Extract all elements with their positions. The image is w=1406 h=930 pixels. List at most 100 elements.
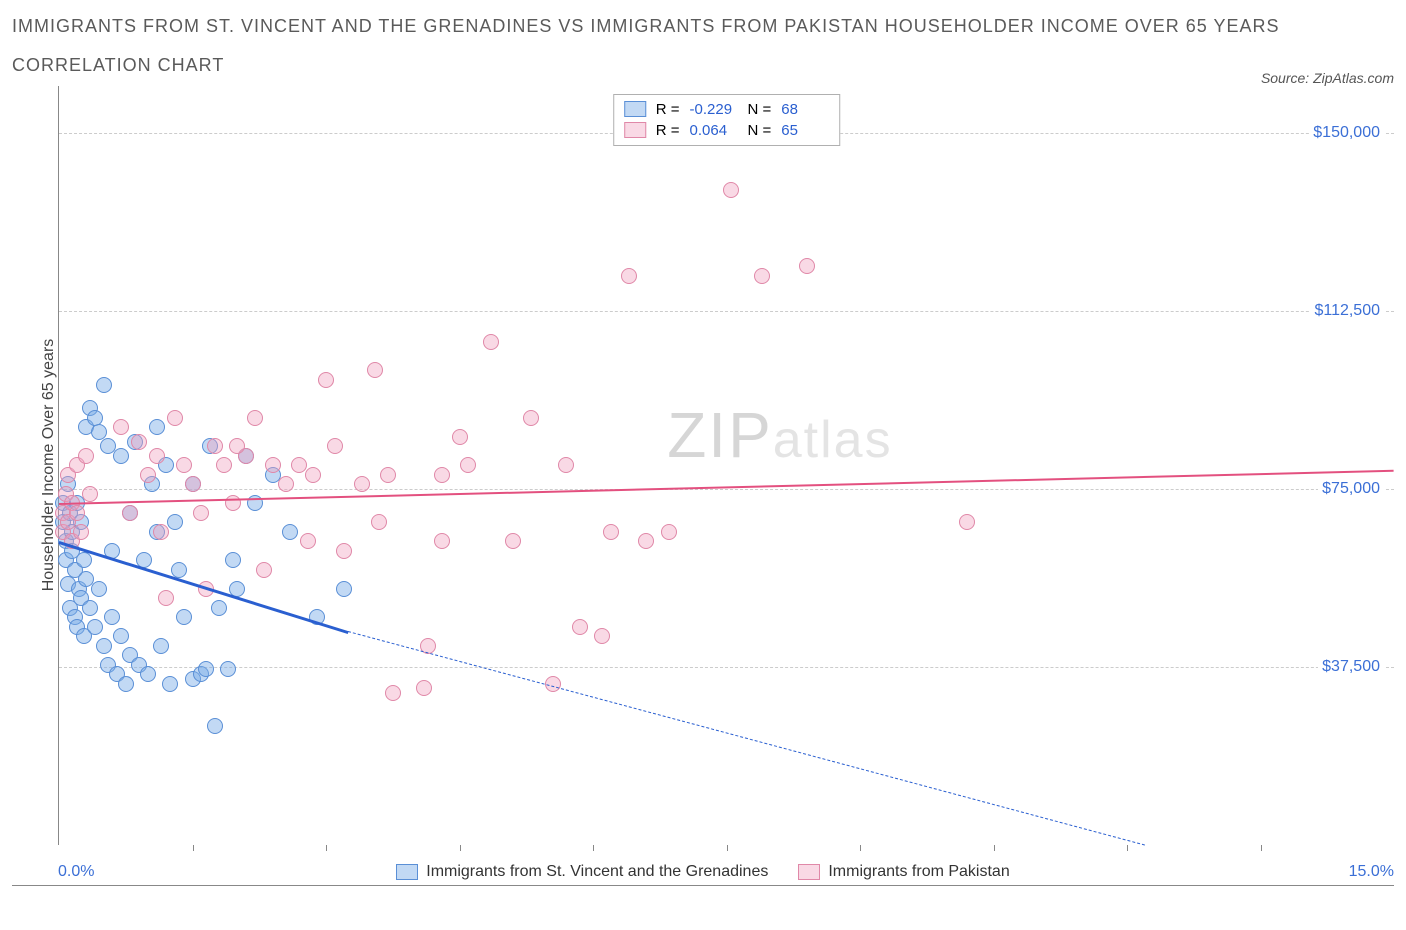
y-axis-label: Householder Income Over 65 years [40,339,58,592]
legend-bottom-label-1: Immigrants from St. Vincent and the Gren… [426,863,768,881]
legend-bottom-label-2: Immigrants from Pakistan [828,863,1009,881]
data-point [140,666,156,682]
data-point [78,448,94,464]
data-point [76,552,92,568]
data-point [282,524,298,540]
trend-line [348,631,1145,845]
data-point [176,457,192,473]
y-tick-label: $37,500 [1318,658,1384,676]
data-point [959,514,975,530]
data-point [220,661,236,677]
legend-r-value-2: 0.064 [690,122,738,139]
data-point [723,182,739,198]
data-point [256,562,272,578]
data-point [483,334,499,350]
data-point [87,619,103,635]
legend-bottom-item-1: Immigrants from St. Vincent and the Gren… [396,863,768,881]
data-point [460,457,476,473]
data-point [149,419,165,435]
data-point [118,676,134,692]
data-point [140,467,156,483]
legend-r-value-1: -0.229 [690,101,738,118]
data-point [193,505,209,521]
data-point [505,533,521,549]
data-point [207,718,223,734]
data-point [799,258,815,274]
data-point [594,628,610,644]
watermark: ZIPatlas [667,398,892,472]
legend-n-prefix-2: N = [748,122,772,139]
data-point [621,268,637,284]
data-point [104,609,120,625]
data-point [149,448,165,464]
data-point [452,429,468,445]
data-point [167,514,183,530]
data-point [158,590,174,606]
data-point [558,457,574,473]
data-point [434,533,450,549]
data-point [185,476,201,492]
data-point [82,600,98,616]
legend-bottom-item-2: Immigrants from Pakistan [798,863,1009,881]
data-point [113,419,129,435]
y-tick-label: $75,000 [1318,480,1384,498]
data-point [113,448,129,464]
legend-top-row-1: R = -0.229 N = 68 [624,99,830,120]
data-point [207,438,223,454]
data-point [162,676,178,692]
trend-line [59,470,1394,505]
gridline [59,489,1394,490]
gridline [59,667,1394,668]
data-point [336,543,352,559]
legend-n-value-1: 68 [781,101,829,118]
data-point [661,524,677,540]
data-point [278,476,294,492]
data-point [122,505,138,521]
watermark-zip: ZIP [667,399,773,471]
data-point [371,514,387,530]
y-tick-label: $150,000 [1309,124,1384,142]
x-tick-mark [1127,845,1128,851]
data-point [82,486,98,502]
data-point [638,533,654,549]
legend-swatch-pink [624,122,646,138]
data-point [523,410,539,426]
data-point [354,476,370,492]
header-row: IMMIGRANTS FROM ST. VINCENT AND THE GREN… [12,12,1394,41]
x-tick-mark [193,845,194,851]
legend-n-prefix-1: N = [748,101,772,118]
legend-n-value-2: 65 [781,122,829,139]
data-point [416,680,432,696]
chart-container: ZIPatlas R = -0.229 N = 68 R = 0.064 N =… [12,86,1394,886]
data-point [171,562,187,578]
x-tick-mark [326,845,327,851]
legend-bottom: Immigrants from St. Vincent and the Gren… [12,863,1394,881]
data-point [572,619,588,635]
x-tick-mark [994,845,995,851]
source-name: ZipAtlas.com [1313,70,1394,86]
data-point [380,467,396,483]
chart-title: IMMIGRANTS FROM ST. VINCENT AND THE GREN… [12,12,1280,41]
data-point [69,505,85,521]
data-point [73,524,89,540]
data-point [265,457,281,473]
data-point [176,609,192,625]
data-point [327,438,343,454]
gridline [59,311,1394,312]
source-prefix: Source: [1261,70,1313,86]
watermark-atlas: atlas [773,411,893,469]
data-point [434,467,450,483]
data-point [318,372,334,388]
data-point [198,661,214,677]
data-point [96,377,112,393]
data-point [167,410,183,426]
source-text: Source: ZipAtlas.com [1261,70,1394,86]
legend-top-row-2: R = 0.064 N = 65 [624,120,830,141]
data-point [385,685,401,701]
legend-bottom-swatch-pink [798,864,820,880]
x-tick-mark [727,845,728,851]
x-tick-mark [460,845,461,851]
legend-bottom-swatch-blue [396,864,418,880]
data-point [113,628,129,644]
data-point [229,438,245,454]
